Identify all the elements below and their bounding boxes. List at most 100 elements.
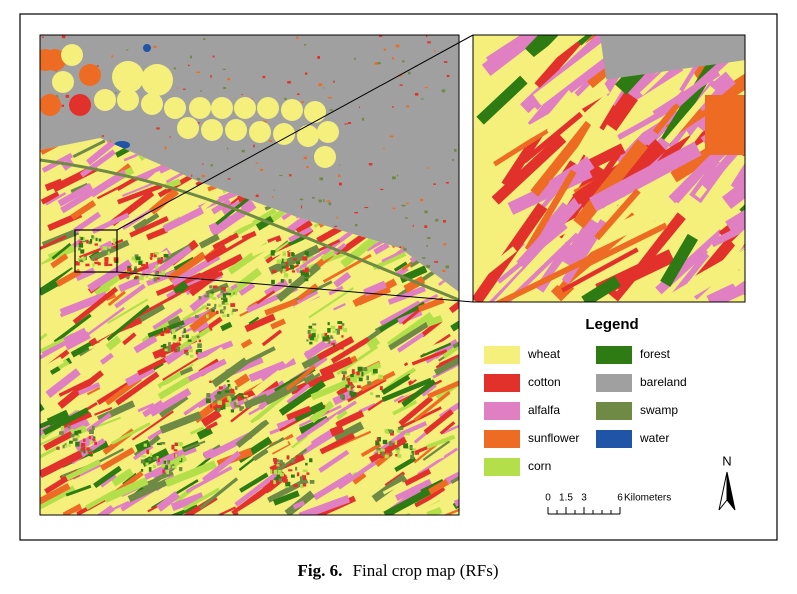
vegetation-cluster bbox=[83, 449, 86, 454]
vegetation-cluster bbox=[300, 270, 304, 273]
field-strip bbox=[660, 40, 731, 146]
speckle bbox=[222, 68, 227, 70]
field-strip bbox=[295, 417, 329, 442]
speckle bbox=[374, 62, 379, 65]
speckle bbox=[188, 64, 190, 67]
vegetation-cluster bbox=[309, 341, 313, 345]
field-strip bbox=[45, 368, 81, 398]
field-strip bbox=[239, 472, 269, 493]
vegetation-cluster bbox=[349, 384, 354, 388]
field-strip bbox=[327, 430, 372, 452]
zoom-line bbox=[116, 271, 474, 303]
speckle bbox=[191, 174, 193, 177]
speckle bbox=[426, 264, 430, 268]
vegetation-cluster bbox=[387, 429, 393, 434]
field-strip bbox=[267, 477, 309, 503]
vegetation-cluster bbox=[410, 452, 413, 457]
field-strip bbox=[238, 197, 254, 210]
vegetation-cluster bbox=[89, 239, 93, 244]
vegetation-cluster bbox=[230, 388, 235, 393]
vegetation-cluster bbox=[375, 394, 381, 398]
vegetation-cluster bbox=[88, 435, 91, 439]
field-strip bbox=[93, 318, 127, 342]
vegetation-cluster bbox=[285, 265, 289, 269]
vegetation-cluster bbox=[163, 460, 167, 464]
field-strip bbox=[316, 480, 343, 499]
speckle bbox=[96, 65, 99, 67]
vegetation-cluster bbox=[276, 474, 281, 479]
vegetation-cluster bbox=[227, 396, 231, 401]
legend-title: Legend bbox=[585, 316, 638, 333]
vegetation-cluster bbox=[163, 253, 169, 258]
vegetation-cluster bbox=[83, 425, 87, 429]
vegetation-cluster bbox=[305, 462, 308, 466]
field-strip bbox=[360, 443, 382, 458]
vegetation-cluster bbox=[350, 394, 354, 398]
vegetation-cluster bbox=[235, 386, 238, 390]
field-strip bbox=[417, 297, 445, 312]
field-strip bbox=[333, 421, 365, 443]
field-strip bbox=[289, 371, 335, 395]
vegetation-cluster bbox=[335, 328, 340, 334]
vegetation-cluster bbox=[367, 381, 372, 386]
speckle bbox=[303, 156, 308, 160]
vegetation-cluster bbox=[155, 271, 159, 275]
speckle bbox=[212, 55, 215, 58]
vegetation-cluster bbox=[108, 246, 112, 249]
speckle bbox=[296, 93, 300, 95]
vegetation-cluster bbox=[95, 237, 98, 242]
field-strip bbox=[573, 139, 648, 229]
speckle bbox=[433, 50, 436, 52]
speckle bbox=[304, 72, 308, 75]
vegetation-cluster bbox=[69, 440, 73, 444]
field-strip bbox=[408, 493, 445, 515]
vegetation-cluster bbox=[86, 447, 90, 451]
pivot-field bbox=[225, 119, 247, 141]
speckle bbox=[156, 127, 160, 130]
speckle bbox=[210, 74, 212, 78]
pivot-field bbox=[249, 121, 271, 143]
vegetation-cluster bbox=[283, 262, 286, 266]
speckle bbox=[454, 148, 457, 152]
vegetation-cluster bbox=[281, 268, 286, 274]
field-strip bbox=[408, 358, 440, 382]
pivot-field bbox=[177, 117, 199, 139]
speckle bbox=[406, 202, 409, 205]
scale-bar-label: 6 bbox=[617, 493, 623, 504]
vegetation-cluster bbox=[171, 465, 177, 469]
vegetation-cluster bbox=[126, 276, 130, 280]
field-strip bbox=[759, 53, 797, 117]
vegetation-cluster bbox=[172, 337, 177, 341]
field-strip bbox=[204, 244, 228, 263]
vegetation-cluster bbox=[134, 266, 137, 270]
field-strip bbox=[645, 249, 745, 302]
vegetation-cluster bbox=[108, 263, 113, 266]
speckle bbox=[383, 148, 385, 150]
legend-label: wheat bbox=[527, 347, 561, 361]
vegetation-cluster bbox=[394, 440, 398, 445]
field-strip bbox=[137, 402, 155, 413]
vegetation-cluster bbox=[304, 267, 309, 273]
vegetation-cluster bbox=[372, 368, 378, 374]
speckle bbox=[389, 135, 394, 138]
vegetation-cluster bbox=[127, 265, 131, 268]
scale-bar-label: 0 bbox=[545, 493, 551, 504]
vegetation-cluster bbox=[347, 381, 353, 386]
speckle bbox=[404, 217, 409, 219]
vegetation-cluster bbox=[157, 259, 163, 264]
field-strip bbox=[322, 253, 372, 283]
speckle bbox=[412, 224, 414, 227]
speckle bbox=[164, 146, 167, 150]
field-strip bbox=[570, 65, 634, 165]
speckle bbox=[338, 174, 341, 178]
speckle bbox=[395, 44, 400, 48]
speckle bbox=[109, 140, 112, 143]
field-strip bbox=[393, 261, 408, 272]
pivot-field bbox=[164, 97, 186, 119]
speckle bbox=[354, 223, 358, 227]
speckle bbox=[379, 35, 383, 37]
vegetation-cluster bbox=[133, 268, 137, 273]
field-strip bbox=[381, 377, 433, 402]
river bbox=[40, 158, 459, 302]
